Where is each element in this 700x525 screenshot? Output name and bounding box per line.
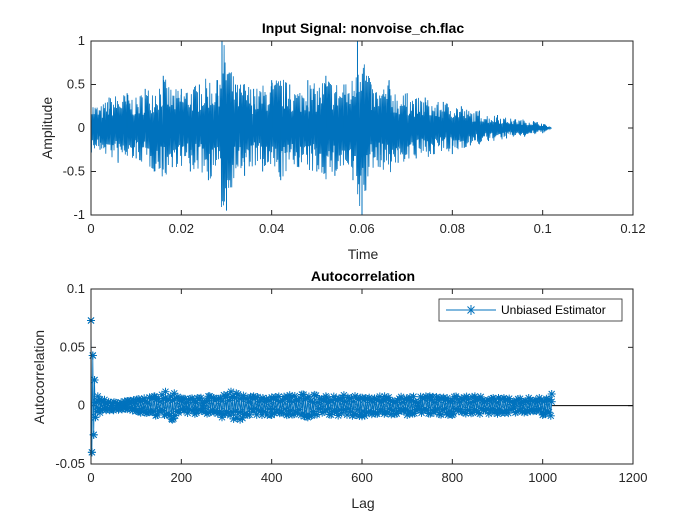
y-tick-label: -0.5 (63, 164, 85, 179)
y-tick-label: -0.05 (55, 456, 85, 471)
autocorrelation-point (100, 395, 109, 404)
autocorrelation-point (249, 392, 258, 401)
autocorrelation-axes-box (90, 288, 634, 465)
x-tick-label: 1200 (619, 470, 648, 485)
input-signal-axes-box (90, 40, 634, 216)
autocorrelation-point (358, 412, 366, 421)
signal-waveform (90, 45, 552, 208)
autocorrelation-point (190, 409, 199, 418)
autocorrelation-line (90, 320, 553, 453)
autocorrelation-point (448, 411, 457, 419)
y-tick-label: 0.1 (67, 281, 85, 296)
autocorrelation-point (93, 392, 102, 401)
autocorrelation-axes: Autocorrelation Lag Autocorrelation 0 200… (31, 268, 647, 511)
input-signal-xlabel: Time (348, 246, 379, 262)
autocorrelation-point (87, 448, 96, 457)
x-tick-label: 0.06 (349, 221, 374, 236)
autocorrelation-point (475, 409, 484, 418)
autocorrelation-point (425, 392, 434, 401)
autocorrelation-point (150, 392, 159, 401)
y-tick-label: 0.05 (60, 339, 85, 354)
autocorrelation-point (403, 411, 412, 419)
x-tick-label: 600 (351, 470, 373, 485)
x-tick-label: 200 (170, 470, 192, 485)
autocorrelation-point (433, 404, 442, 413)
legend: Unbiased Estimator (438, 298, 623, 322)
autocorrelation-point (96, 408, 104, 417)
x-tick-label: 400 (261, 470, 283, 485)
autocorrelation-point (227, 387, 235, 396)
autocorrelation-point (285, 391, 294, 400)
x-tick-label: 0.04 (259, 221, 284, 236)
y-tick-label: -1 (73, 207, 85, 222)
autocorrelation-point (380, 392, 389, 401)
autocorrelation-point (123, 397, 132, 405)
autocorrelation-point (409, 392, 418, 401)
input-signal-title: Input Signal: nonvoise_ch.flac (262, 20, 464, 36)
x-tick-label: 0.1 (534, 221, 552, 236)
autocorrelation-point (131, 399, 140, 408)
autocorrelation-point (88, 351, 97, 360)
autocorrelation-point (516, 394, 525, 403)
input-signal-axes: Input Signal: nonvoise_ch.flac Time Ampl… (39, 20, 646, 262)
input-signal-ylabel: Amplitude (39, 97, 55, 159)
autocorrelation-point (493, 409, 502, 418)
x-tick-label: 1000 (528, 470, 557, 485)
autocorrelation-point (109, 406, 118, 415)
autocorrelation-point (281, 404, 289, 413)
autocorrelation-point (177, 394, 186, 403)
x-tick-label: 0 (87, 470, 94, 485)
autocorrelation-point (353, 405, 362, 414)
x-tick-label: 0.08 (440, 221, 465, 236)
autocorrelation-point (546, 411, 555, 420)
autocorrelation-point (470, 392, 479, 401)
autocorrelation-point (136, 408, 145, 417)
autocorrelation-point (321, 392, 330, 401)
autocorrelation-point (547, 397, 556, 406)
x-tick-label: 0.12 (620, 221, 645, 236)
autocorrelation-ylabel: Autocorrelation (31, 330, 47, 424)
y-tick-label: 0.5 (67, 77, 85, 92)
autocorrelation-point (218, 413, 226, 422)
autocorrelation-point (90, 376, 99, 384)
autocorrelation-point (236, 415, 245, 424)
autocorrelation-title: Autocorrelation (311, 268, 415, 284)
legend-box (438, 298, 623, 322)
y-tick-label: 0 (78, 398, 85, 413)
legend-label: Unbiased Estimator (501, 303, 606, 317)
y-tick-label: 1 (78, 33, 85, 48)
autocorrelation-xlabel: Lag (351, 495, 374, 511)
autocorrelation-point (536, 404, 545, 413)
y-tick-label: 0 (78, 120, 85, 135)
autocorrelation-point (303, 413, 312, 422)
autocorrelation-point (455, 398, 464, 407)
autocorrelation-point (161, 387, 170, 396)
autocorrelation-point (267, 411, 276, 419)
legend-marker-asterisk-icon (466, 305, 476, 315)
autocorrelation-point (168, 415, 177, 424)
autocorrelation-point (343, 410, 351, 419)
autocorrelation-point (547, 390, 556, 398)
autocorrelation-point (538, 411, 547, 419)
autocorrelation-point (414, 398, 423, 407)
autocorrelation-point (339, 391, 348, 400)
x-tick-label: 0.02 (169, 221, 194, 236)
autocorrelation-point (204, 392, 213, 401)
x-tick-label: 800 (441, 470, 463, 485)
x-tick-label: 0 (87, 221, 94, 236)
